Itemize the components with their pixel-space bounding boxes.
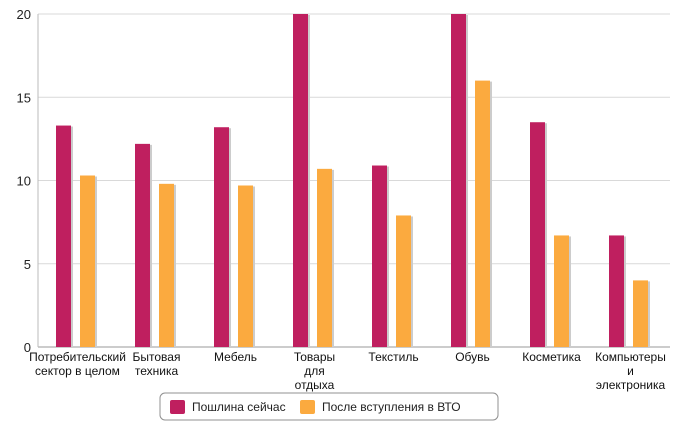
- gridlines: [38, 13, 670, 348]
- x-tick-label: отдыха: [295, 378, 335, 392]
- y-tick-label: 20: [17, 7, 31, 22]
- bar[interactable]: [633, 280, 648, 347]
- bar[interactable]: [159, 183, 174, 347]
- legend-swatch[interactable]: [300, 400, 315, 414]
- y-tick-label: 10: [17, 174, 31, 189]
- x-tick-label: Косметика: [522, 350, 581, 364]
- legend-label[interactable]: После вступления в ВТО: [322, 400, 461, 414]
- bar[interactable]: [80, 175, 95, 347]
- x-tick-label: электроника: [596, 378, 666, 392]
- bar[interactable]: [396, 215, 411, 347]
- x-tick-label: Мебель: [214, 350, 257, 364]
- legend-box: [159, 392, 499, 421]
- x-tick-label: Текстиль: [368, 350, 418, 364]
- legend-swatch[interactable]: [170, 400, 185, 414]
- x-tick-label: и: [627, 364, 634, 378]
- bar[interactable]: [214, 127, 229, 347]
- legend[interactable]: Пошлина сейчас После вступления в ВТО: [159, 392, 499, 421]
- bar[interactable]: [317, 168, 332, 347]
- x-tick-label: Бытовая: [133, 350, 181, 364]
- x-tick-label: Компьютеры: [595, 350, 666, 364]
- y-tick-label: 5: [24, 257, 31, 272]
- y-tick-label: 15: [17, 90, 31, 105]
- bar[interactable]: [372, 165, 387, 347]
- x-tick-label: сектор в целом: [35, 364, 120, 378]
- bar[interactable]: [451, 14, 466, 347]
- bar[interactable]: [609, 235, 624, 347]
- y-tick-label: 0: [24, 340, 31, 355]
- bar[interactable]: [554, 235, 569, 347]
- x-tick-label: Товары: [294, 350, 335, 364]
- x-tick-label: Потребительский: [29, 350, 126, 364]
- bar[interactable]: [238, 185, 253, 347]
- x-tick-label: Обувь: [455, 350, 490, 364]
- x-tick-label: для: [304, 364, 325, 378]
- bars: [56, 14, 650, 348]
- bar[interactable]: [475, 80, 490, 347]
- bar[interactable]: [135, 143, 150, 347]
- legend-label[interactable]: Пошлина сейчас: [192, 400, 286, 414]
- bar[interactable]: [56, 125, 71, 348]
- bar[interactable]: [530, 122, 545, 347]
- bar[interactable]: [293, 14, 308, 347]
- x-tick-label: техника: [135, 364, 179, 378]
